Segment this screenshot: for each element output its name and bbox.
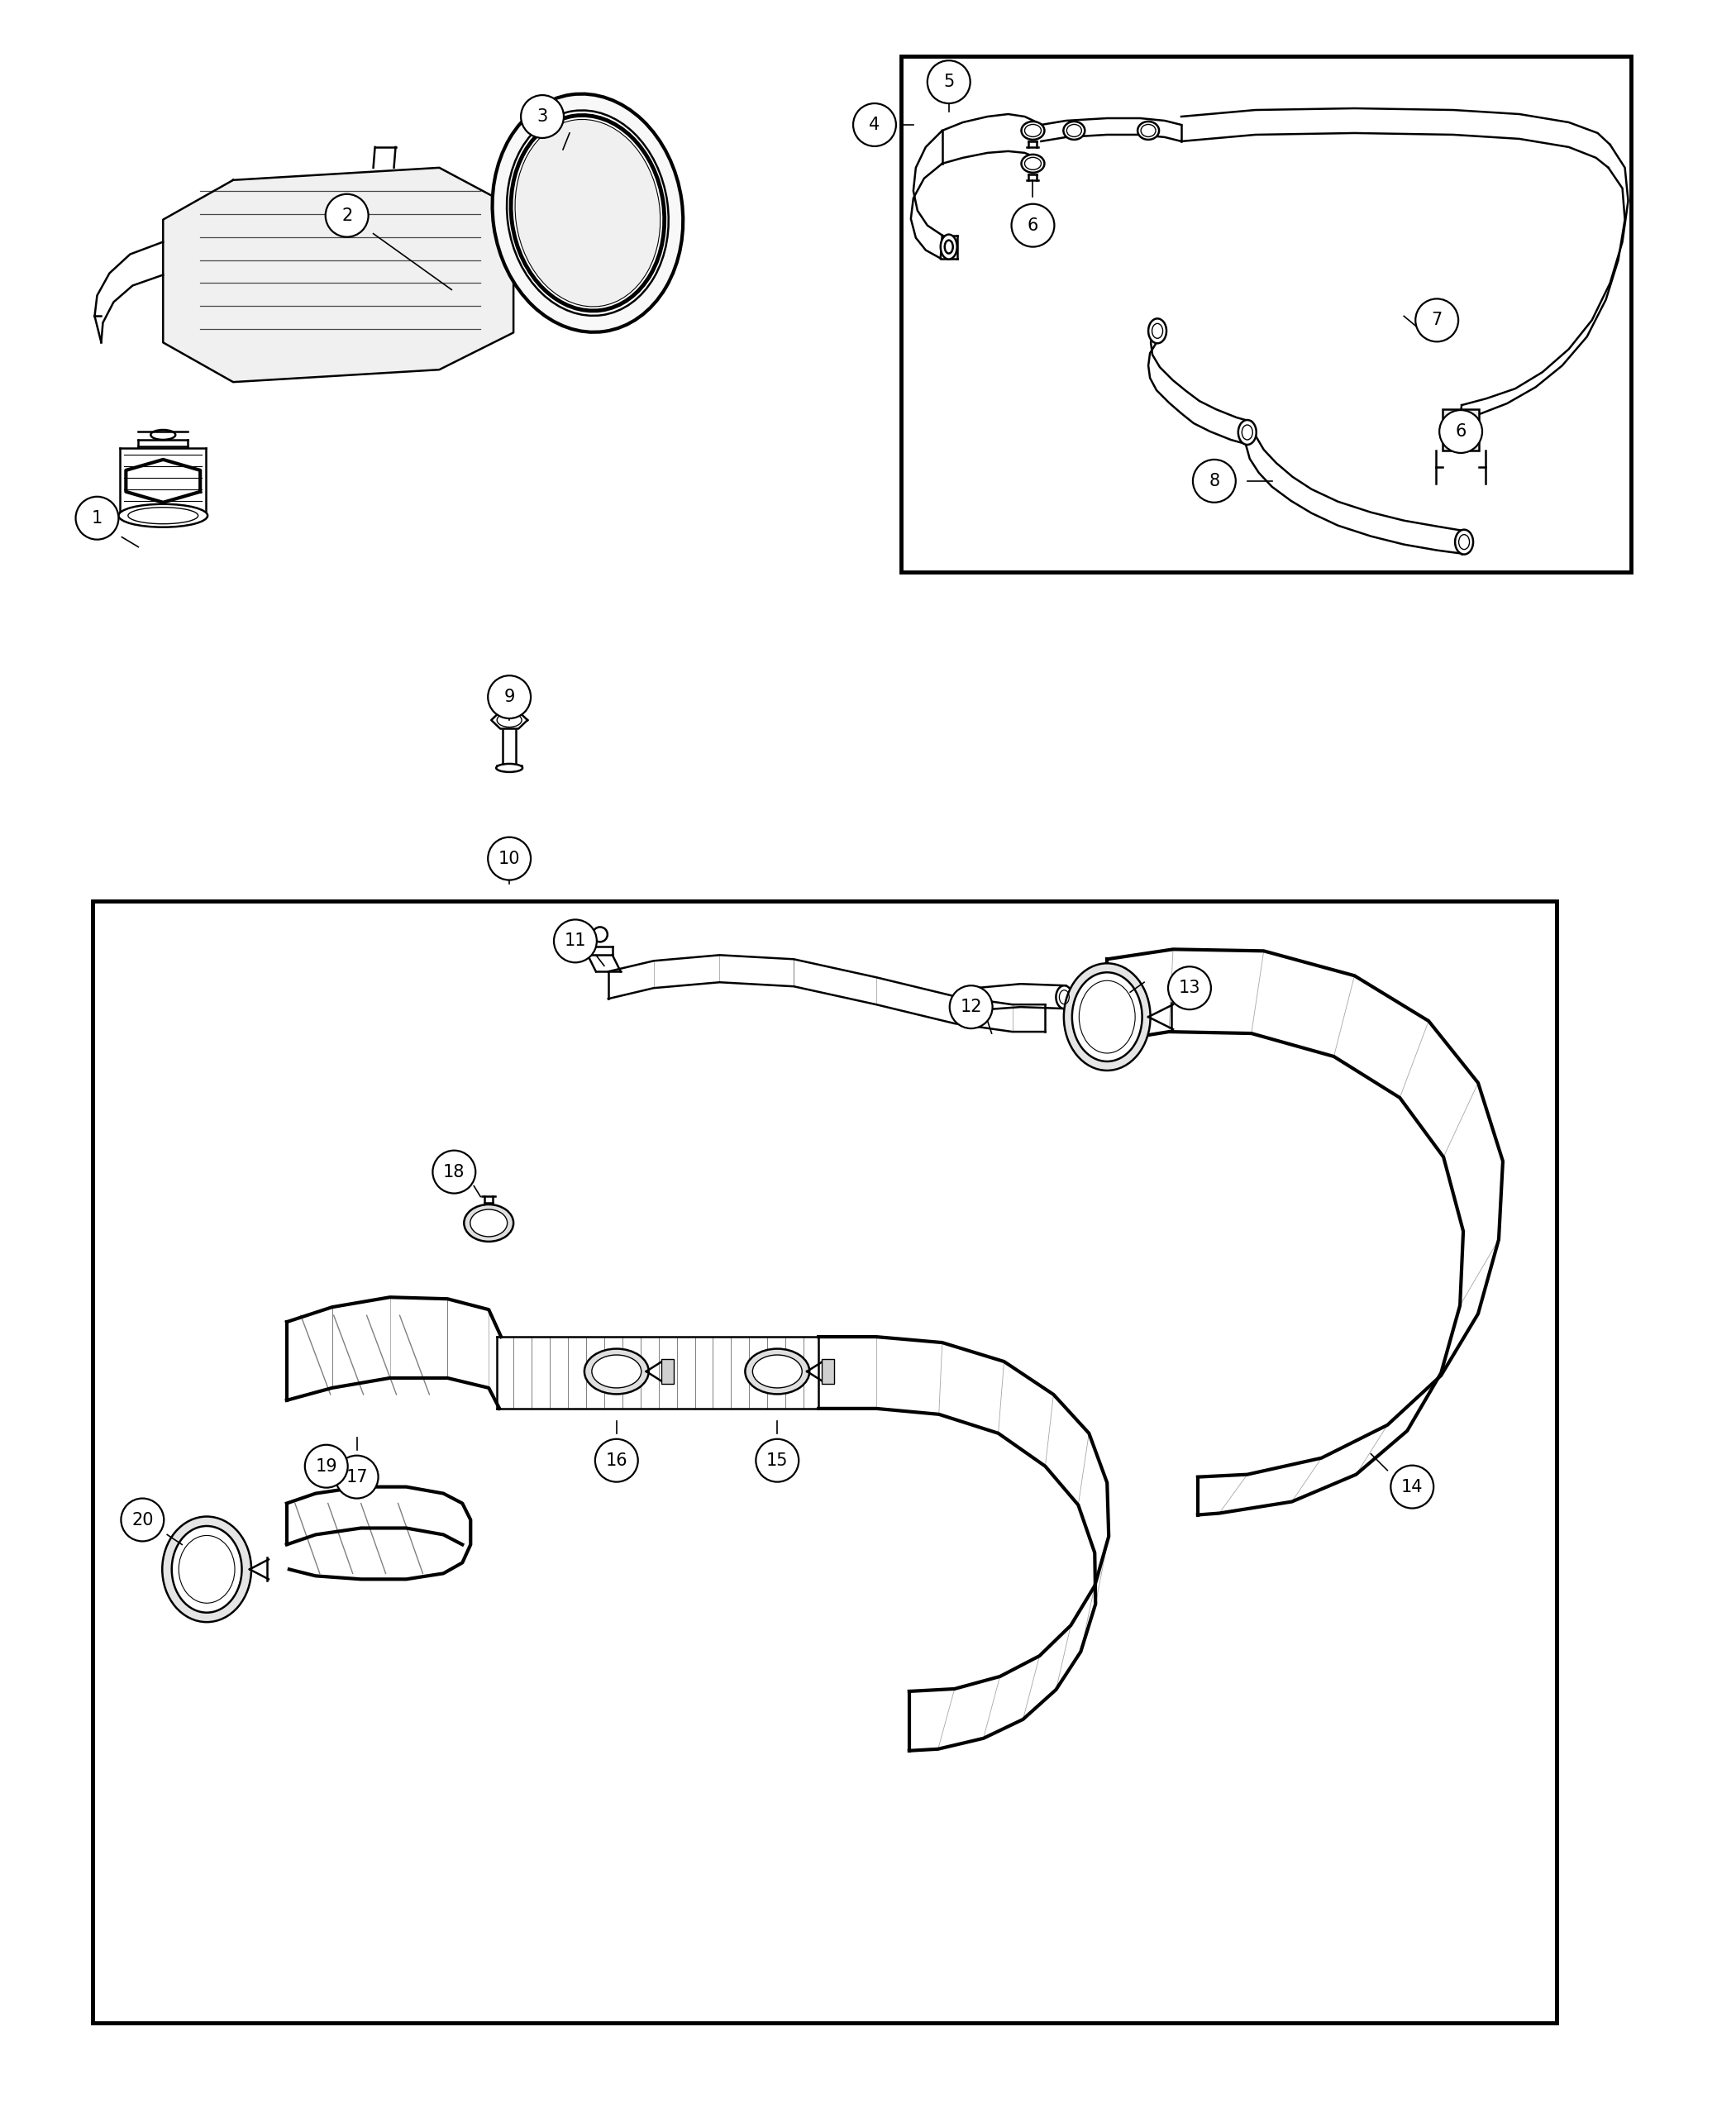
Circle shape <box>325 194 368 236</box>
Ellipse shape <box>496 763 523 772</box>
Ellipse shape <box>1055 987 1073 1008</box>
Text: 1: 1 <box>92 510 102 527</box>
Ellipse shape <box>1021 154 1045 173</box>
Ellipse shape <box>585 1349 649 1393</box>
Text: 9: 9 <box>503 689 516 706</box>
Circle shape <box>335 1455 378 1499</box>
Ellipse shape <box>745 1349 809 1393</box>
Text: 19: 19 <box>316 1459 337 1473</box>
Bar <box>821 1360 835 1383</box>
Ellipse shape <box>507 110 668 316</box>
Ellipse shape <box>753 1355 802 1387</box>
Circle shape <box>950 987 993 1029</box>
Circle shape <box>554 919 597 963</box>
Text: 18: 18 <box>443 1164 465 1180</box>
Bar <box>901 57 1630 571</box>
Ellipse shape <box>470 1210 507 1237</box>
Circle shape <box>595 1440 637 1482</box>
Bar <box>1443 409 1479 451</box>
Ellipse shape <box>464 1204 514 1242</box>
Text: 14: 14 <box>1401 1478 1424 1495</box>
Ellipse shape <box>969 987 986 1010</box>
Circle shape <box>306 1444 347 1488</box>
Circle shape <box>1391 1465 1434 1509</box>
Ellipse shape <box>1137 122 1160 139</box>
Ellipse shape <box>941 234 957 259</box>
Ellipse shape <box>118 504 208 527</box>
Ellipse shape <box>592 1355 641 1387</box>
Text: 6: 6 <box>1455 424 1467 441</box>
Ellipse shape <box>1147 318 1167 344</box>
Circle shape <box>1439 411 1483 453</box>
Text: 3: 3 <box>536 108 549 124</box>
Circle shape <box>488 837 531 879</box>
Circle shape <box>521 95 564 137</box>
Text: 12: 12 <box>960 999 983 1016</box>
Bar <box>1446 438 1476 445</box>
Text: 11: 11 <box>564 932 587 949</box>
Text: 8: 8 <box>1208 472 1220 489</box>
Circle shape <box>76 497 118 540</box>
Bar <box>661 1360 674 1383</box>
Circle shape <box>1012 204 1054 247</box>
Ellipse shape <box>493 95 682 333</box>
Ellipse shape <box>1455 529 1474 554</box>
Circle shape <box>488 675 531 719</box>
Ellipse shape <box>1021 122 1045 139</box>
Polygon shape <box>163 169 514 382</box>
Text: 10: 10 <box>498 850 521 866</box>
Text: 13: 13 <box>1179 980 1201 997</box>
Ellipse shape <box>1448 426 1474 443</box>
Ellipse shape <box>1073 972 1142 1062</box>
Circle shape <box>432 1151 476 1193</box>
Ellipse shape <box>1238 419 1257 445</box>
Circle shape <box>1168 968 1212 1010</box>
Text: 5: 5 <box>943 74 955 91</box>
Circle shape <box>927 61 970 103</box>
Ellipse shape <box>516 120 660 306</box>
Ellipse shape <box>172 1526 241 1613</box>
Circle shape <box>1415 299 1458 341</box>
Text: 16: 16 <box>606 1452 627 1469</box>
Ellipse shape <box>1064 122 1085 139</box>
Text: 7: 7 <box>1432 312 1443 329</box>
Circle shape <box>755 1440 799 1482</box>
Text: 15: 15 <box>766 1452 788 1469</box>
Bar <box>94 902 1557 2024</box>
Text: 4: 4 <box>870 116 880 133</box>
Ellipse shape <box>1064 963 1151 1071</box>
Text: 2: 2 <box>342 207 352 223</box>
Text: 6: 6 <box>1028 217 1038 234</box>
Ellipse shape <box>161 1516 252 1621</box>
Text: 20: 20 <box>132 1511 153 1528</box>
Text: 17: 17 <box>345 1469 368 1486</box>
Circle shape <box>852 103 896 145</box>
Ellipse shape <box>1448 411 1474 430</box>
Circle shape <box>122 1499 163 1541</box>
Circle shape <box>1193 460 1236 502</box>
